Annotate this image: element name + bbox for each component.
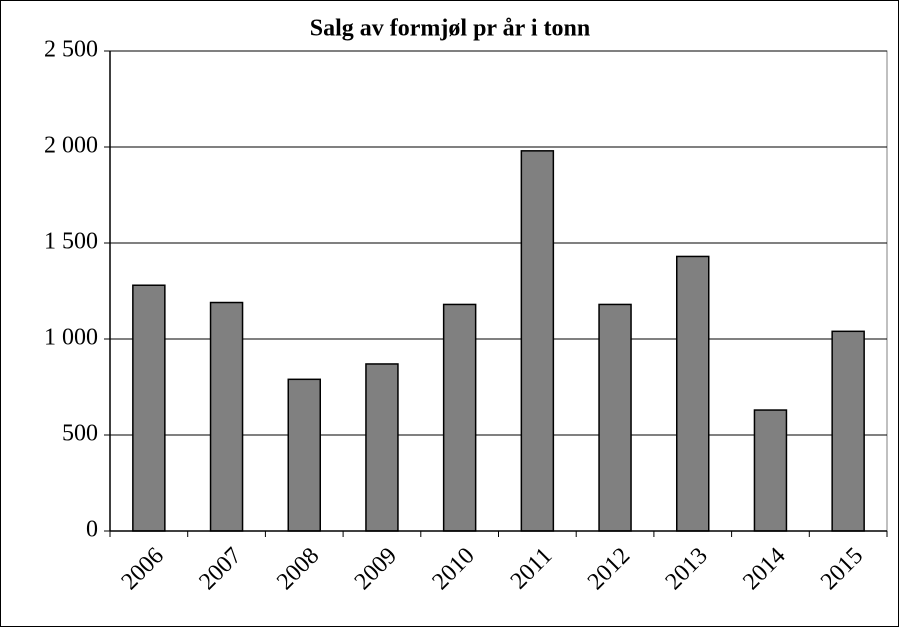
bar (676, 255, 710, 532)
bar (831, 330, 865, 532)
chart-title: Salg av formjøl pr år i tonn (310, 16, 590, 42)
y-tick-label: 0 (86, 517, 98, 543)
bar (598, 303, 632, 532)
bar (287, 378, 321, 532)
y-tick-label: 1 500 (44, 229, 98, 255)
y-tick-label: 500 (62, 421, 98, 447)
y-tick-label: 2 000 (44, 133, 98, 159)
bar (132, 284, 166, 532)
y-tick-label: 2 500 (44, 37, 98, 63)
bar (520, 150, 555, 532)
bar (365, 363, 399, 532)
y-tick-label: 1 000 (44, 325, 98, 351)
bar (753, 409, 788, 532)
bar (209, 301, 244, 532)
bar (442, 303, 477, 532)
